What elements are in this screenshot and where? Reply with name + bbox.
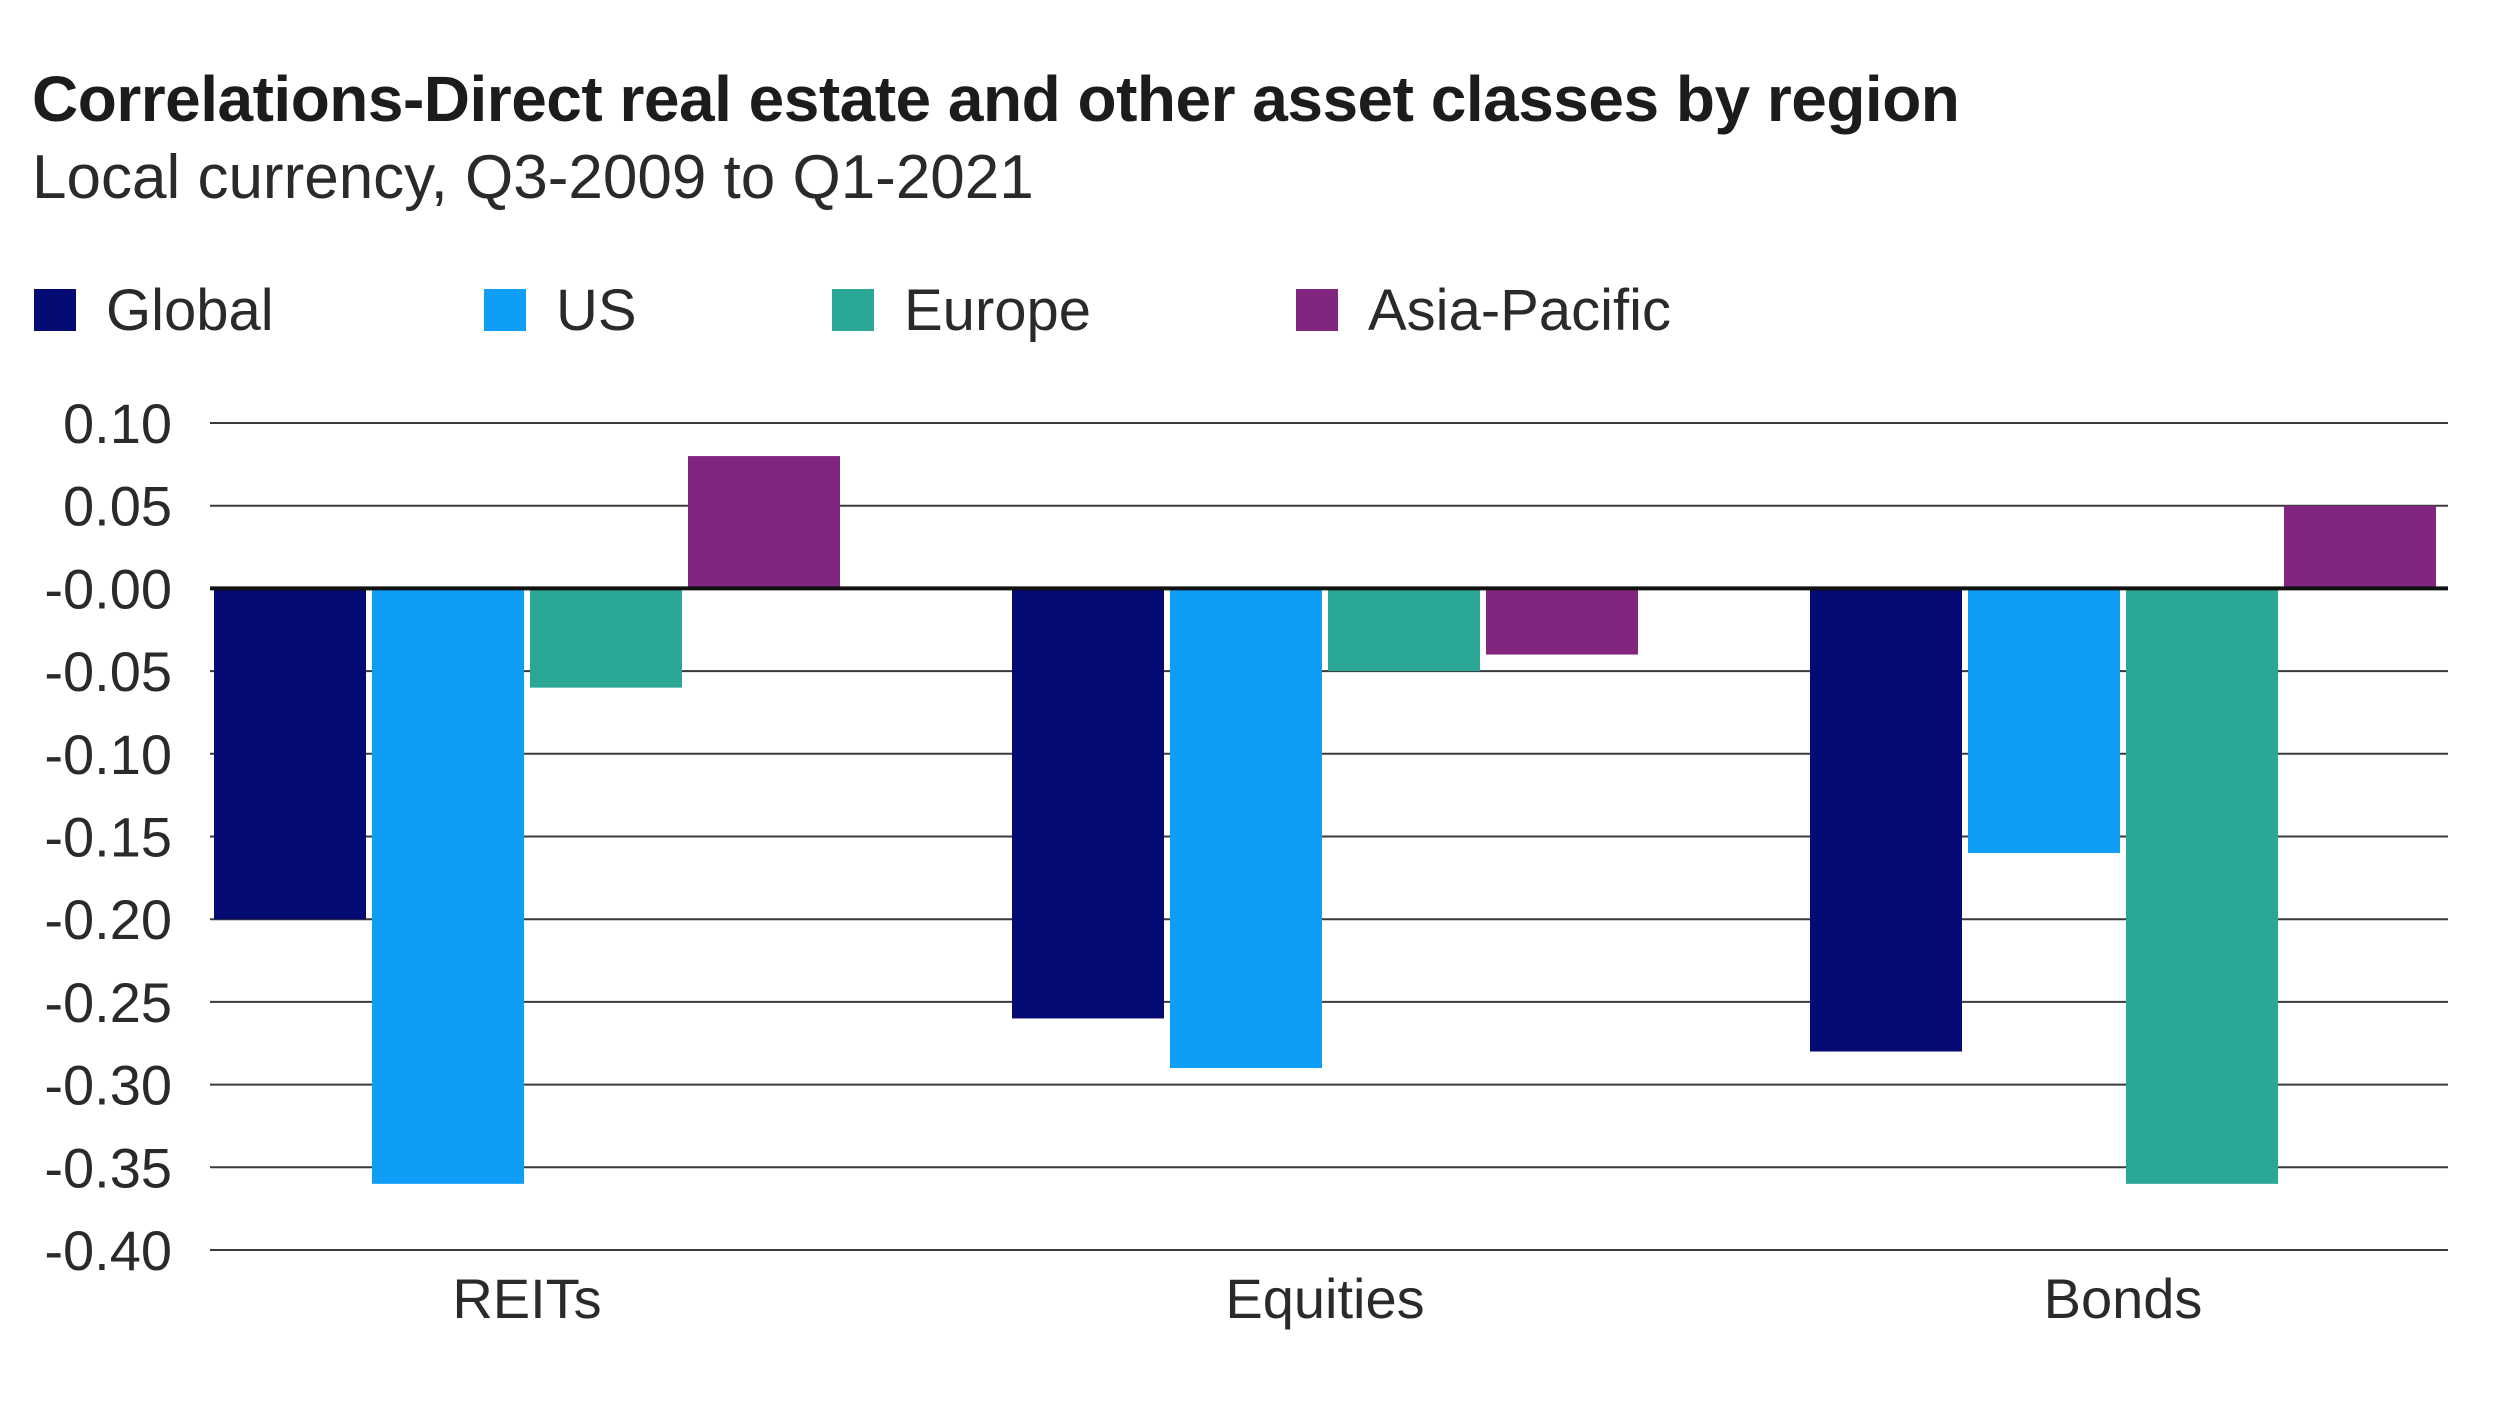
legend-item-asia-pacific: Asia-Pacific [1296,270,1671,350]
legend-item-europe: Europe [832,270,1091,350]
y-tick-label: -0.05 [44,640,172,703]
legend-swatch-global [34,289,76,331]
y-tick-label: 0.10 [63,392,172,455]
bar-reits-global [214,588,366,920]
legend-swatch-europe [832,289,874,331]
bar-reits-asia-pacific [688,456,840,589]
x-tick-label: Bonds [2044,1267,2203,1330]
legend-label-europe: Europe [904,277,1092,343]
bars [214,456,2436,1184]
y-tick-label: -0.30 [44,1054,172,1117]
legend-item-global: Global [34,270,274,350]
bar-bonds-asia-pacific [2284,505,2436,589]
legend-swatch-us [484,289,526,331]
legend-label-us: US [556,277,637,343]
y-tick-label: -0.40 [44,1219,172,1282]
y-tick-label: -0.00 [44,557,172,620]
x-axis-ticks: REITs Equities Bonds [452,1267,2202,1330]
x-tick-label: Equities [1225,1267,1424,1330]
bar-bonds-europe [2126,588,2278,1184]
y-tick-label: -0.15 [44,806,172,869]
bar-equities-global [1012,588,1164,1019]
legend-item-us: US [484,270,637,350]
bar-equities-europe [1328,588,1480,672]
legend-label-global: Global [106,277,274,343]
y-tick-label: 0.05 [63,475,172,538]
bar-equities-asia-pacific [1486,588,1638,655]
legend-label-asia-pacific: Asia-Pacific [1368,277,1671,343]
bar-bonds-us [1968,588,2120,854]
y-tick-label: -0.20 [44,888,172,951]
legend-swatch-asia-pacific [1296,289,1338,331]
chart-title: Correlations-Direct real estate and othe… [32,63,1960,135]
y-tick-label: -0.35 [44,1136,172,1199]
bar-equities-us [1170,588,1322,1069]
bar-reits-us [372,588,524,1184]
y-tick-label: -0.25 [44,971,172,1034]
x-tick-label: REITs [452,1267,601,1330]
bar-reits-europe [530,588,682,688]
y-axis-ticks: 0.10 0.05 -0.00 -0.05 -0.10 -0.15 -0.20 -0.25 -0… [44,392,172,1282]
y-tick-label: -0.10 [44,723,172,786]
chart-subtitle: Local currency, Q3-2009 to Q1-2021 [32,143,1034,212]
legend: Global US Europe Asia-Pacific [34,270,1934,350]
bar-bonds-global [1810,588,1962,1052]
